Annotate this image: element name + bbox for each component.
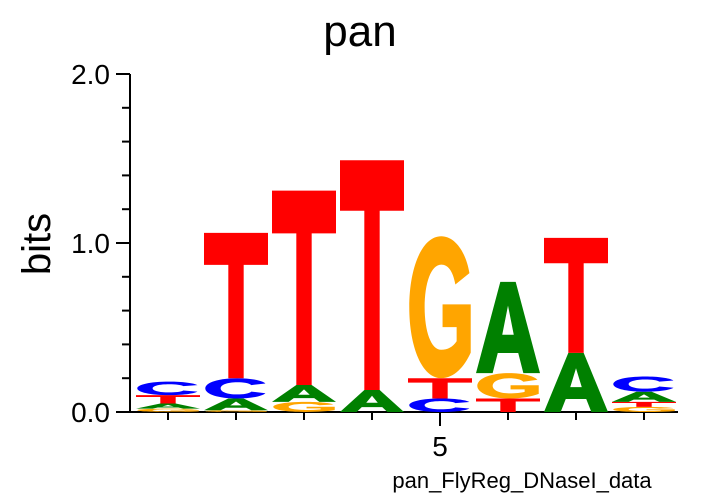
logo-letter-A bbox=[476, 281, 540, 374]
logo-letter-C bbox=[613, 376, 674, 392]
logo-letter-G bbox=[613, 406, 675, 412]
x-axis: 5 bbox=[130, 411, 678, 462]
chart-title: pan bbox=[323, 7, 396, 56]
logo-letter-T bbox=[136, 395, 200, 404]
y-axis: 0.0 1.0 2.0 bbox=[71, 59, 131, 428]
logo-letter-A bbox=[612, 391, 676, 402]
y-axis-label: bits bbox=[15, 213, 59, 275]
x-tick-label: 5 bbox=[432, 431, 448, 462]
y-tick-label: 1.0 bbox=[71, 228, 110, 259]
logo-letter-G bbox=[409, 236, 471, 379]
logo-letter-T bbox=[340, 160, 404, 391]
logo-letter-G bbox=[137, 408, 199, 412]
logo-letter-C bbox=[205, 378, 266, 399]
logo-letter-G bbox=[205, 410, 267, 412]
logo-letter-A bbox=[272, 384, 336, 402]
letter-stacks bbox=[136, 160, 676, 412]
logo-letter-T bbox=[272, 190, 336, 385]
logo-letter-T bbox=[204, 232, 268, 379]
logo-letter-A bbox=[544, 352, 608, 412]
logo-letter-A bbox=[204, 398, 268, 411]
logo-letter-T bbox=[612, 401, 676, 407]
logo-letter-G bbox=[273, 401, 335, 412]
logo-letter-A bbox=[340, 390, 404, 412]
y-tick-label: 2.0 bbox=[71, 59, 110, 90]
x-axis-label: pan_FlyReg_DNaseI_data bbox=[392, 468, 652, 493]
logo-letter-A bbox=[136, 403, 200, 409]
logo-letter-C bbox=[137, 381, 198, 396]
logo-letter-G bbox=[477, 373, 539, 399]
logo-letter-T bbox=[476, 398, 540, 412]
logo-letter-T bbox=[544, 237, 608, 353]
logo-letter-C bbox=[409, 398, 470, 412]
logo-letter-T bbox=[408, 378, 472, 399]
y-tick-label: 0.0 bbox=[71, 397, 110, 428]
